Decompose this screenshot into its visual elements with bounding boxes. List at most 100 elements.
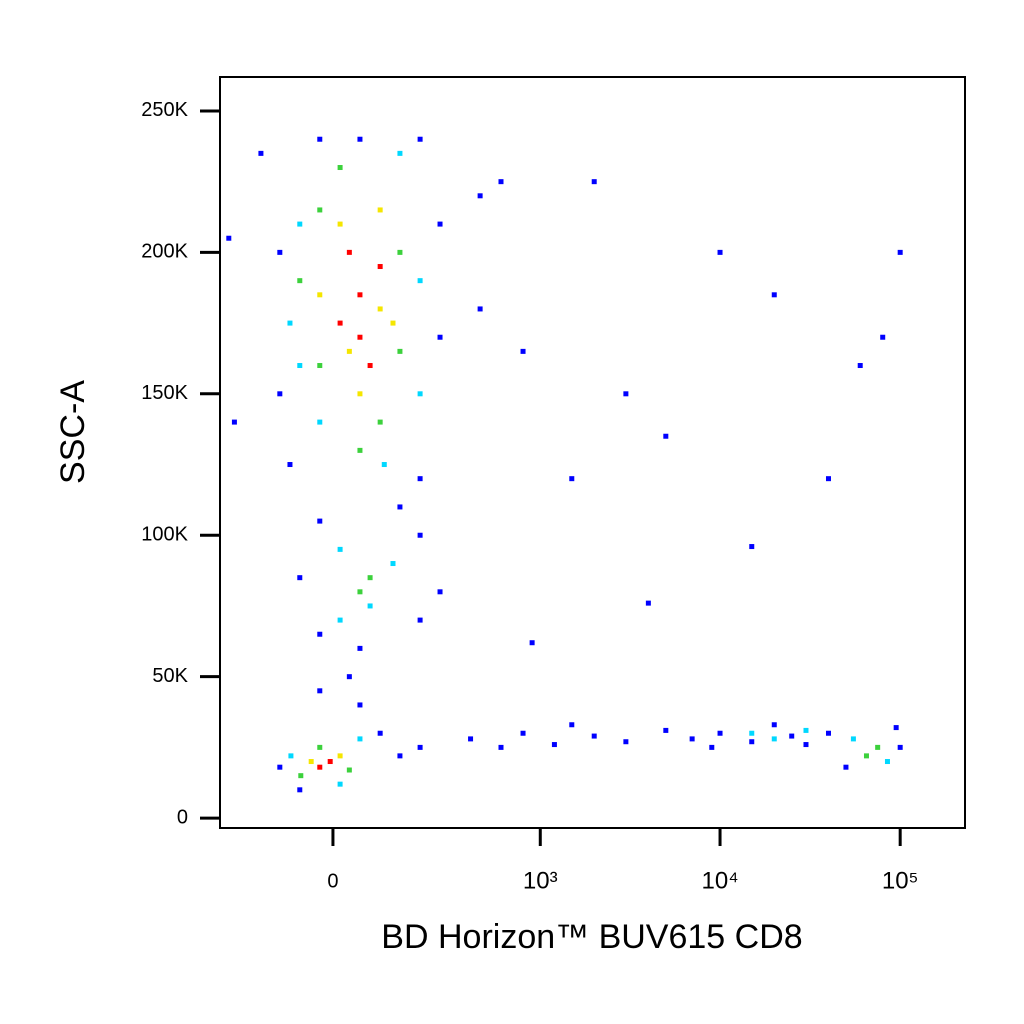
data-point (298, 773, 304, 779)
data-point (346, 767, 352, 773)
data-point (277, 249, 283, 255)
data-point (551, 742, 557, 748)
data-point (317, 631, 323, 637)
data-point (663, 727, 669, 733)
data-point (317, 419, 323, 425)
data-point (771, 722, 777, 728)
data-point (317, 688, 323, 694)
data-point (317, 363, 323, 369)
data-point (417, 532, 423, 538)
data-point (346, 249, 352, 255)
data-point (337, 781, 343, 787)
data-point (477, 306, 483, 312)
data-point (377, 419, 383, 425)
data-point (591, 179, 597, 185)
data-point (287, 320, 293, 326)
plot-frame (219, 76, 966, 829)
data-point (771, 292, 777, 298)
data-point (893, 725, 899, 731)
data-point (771, 736, 777, 742)
data-point (297, 278, 303, 284)
data-point (337, 617, 343, 623)
data-point (897, 744, 903, 750)
data-point (258, 150, 264, 156)
data-point (357, 292, 363, 298)
data-point (749, 739, 755, 745)
data-point (357, 136, 363, 142)
data-point (749, 730, 755, 736)
data-point (367, 603, 373, 609)
data-point (709, 744, 715, 750)
data-point (357, 702, 363, 708)
data-point (297, 221, 303, 227)
data-point (897, 249, 903, 255)
data-point (803, 727, 809, 733)
data-point (689, 736, 695, 742)
data-point (875, 744, 881, 750)
data-point (749, 544, 755, 550)
data-point (520, 348, 526, 354)
data-point (397, 348, 403, 354)
data-point (377, 730, 383, 736)
data-point (417, 136, 423, 142)
data-point (857, 363, 863, 369)
data-point (357, 334, 363, 340)
data-point (377, 264, 383, 270)
data-point (417, 278, 423, 284)
data-point (437, 589, 443, 595)
data-point (346, 674, 352, 680)
data-point (317, 136, 323, 142)
data-point (850, 736, 856, 742)
data-point (381, 462, 387, 468)
data-point (825, 476, 831, 482)
data-point (437, 334, 443, 340)
data-point (317, 292, 323, 298)
data-point (357, 645, 363, 651)
y-tick-label: 200K (141, 241, 188, 263)
data-point (880, 334, 886, 340)
data-point (825, 730, 831, 736)
data-point (317, 744, 323, 750)
data-point (498, 179, 504, 185)
x-tick-label: 10⁴ (702, 867, 739, 894)
data-point (377, 306, 383, 312)
y-axis-label: SSC-A (54, 380, 92, 484)
data-point (623, 391, 629, 397)
x-tick-label: 10³ (523, 867, 558, 894)
data-point (397, 753, 403, 759)
data-point (645, 600, 651, 606)
data-point (397, 504, 403, 510)
y-tick-label: 50K (152, 665, 188, 687)
data-point (346, 348, 352, 354)
y-tick-label: 150K (141, 382, 188, 404)
data-point (277, 391, 283, 397)
data-point (417, 617, 423, 623)
data-point (468, 736, 474, 742)
data-point (884, 759, 890, 765)
y-tick-label: 0 (177, 806, 188, 828)
y-tick-label: 250K (141, 99, 188, 121)
data-point (337, 165, 343, 171)
data-point (477, 193, 483, 199)
data-point (397, 150, 403, 156)
data-point (717, 249, 723, 255)
data-point (327, 759, 333, 765)
data-point (337, 753, 343, 759)
data-point (663, 433, 669, 439)
data-point (803, 742, 809, 748)
data-point (231, 419, 237, 425)
data-point (569, 476, 575, 482)
data-point (357, 589, 363, 595)
data-point (417, 476, 423, 482)
data-point (417, 744, 423, 750)
data-point (863, 753, 869, 759)
data-point (569, 722, 575, 728)
data-point (317, 207, 323, 213)
data-point (623, 739, 629, 745)
data-point (337, 221, 343, 227)
x-tick-label: 0 (327, 870, 338, 892)
data-point (297, 575, 303, 581)
data-point (337, 546, 343, 552)
